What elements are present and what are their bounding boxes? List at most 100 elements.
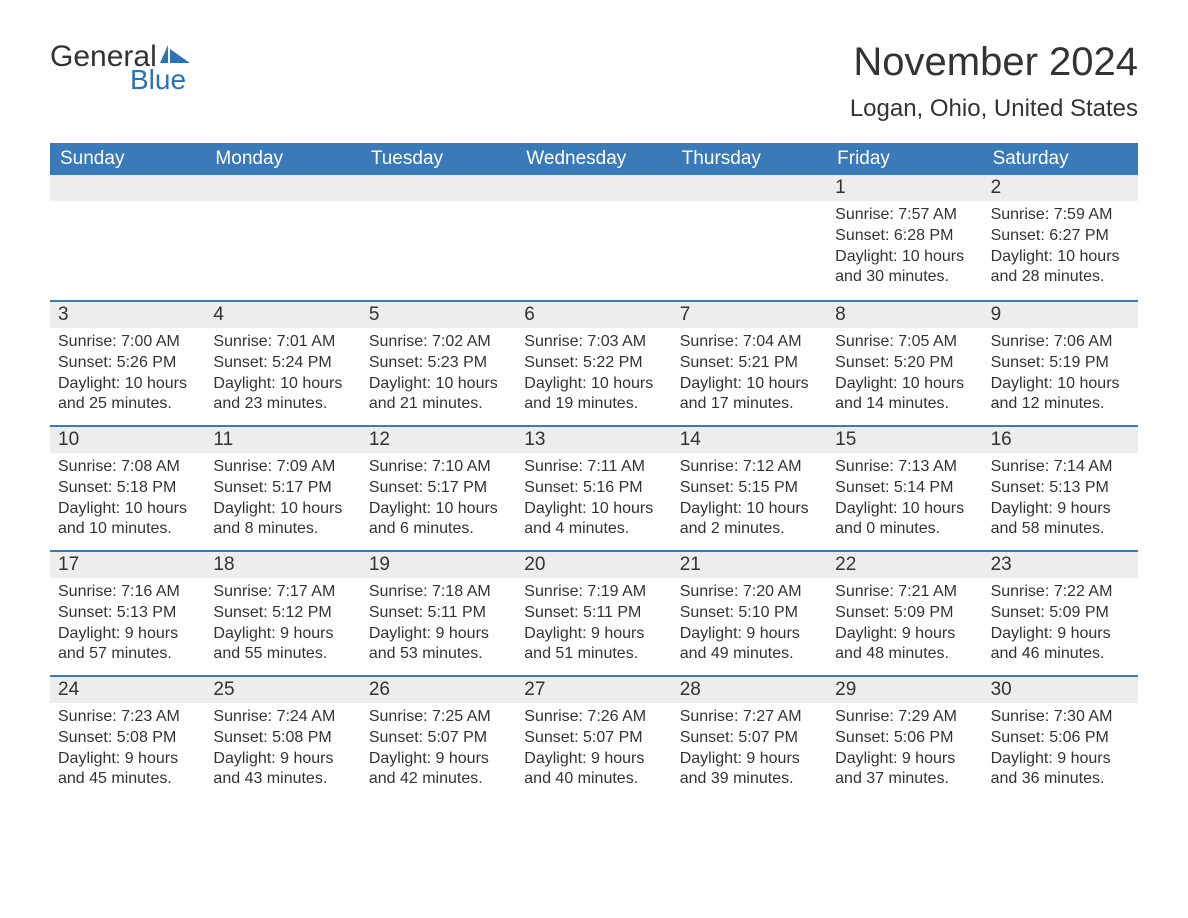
day-cell: 11Sunrise: 7:09 AMSunset: 5:17 PMDayligh… — [205, 427, 360, 550]
day-number: 8 — [827, 302, 982, 328]
day-cell: 14Sunrise: 7:12 AMSunset: 5:15 PMDayligh… — [672, 427, 827, 550]
day-header-friday: Friday — [827, 143, 982, 175]
day-number: 24 — [50, 677, 205, 703]
day-content: Sunrise: 7:05 AMSunset: 5:20 PMDaylight:… — [827, 328, 982, 419]
day-number — [205, 175, 360, 201]
day-sunset: Sunset: 5:15 PM — [680, 478, 819, 499]
day-sunset: Sunset: 5:07 PM — [524, 728, 663, 749]
day-daylight2: and 19 minutes. — [524, 394, 663, 415]
day-number: 22 — [827, 552, 982, 578]
day-number: 29 — [827, 677, 982, 703]
day-sunset: Sunset: 5:14 PM — [835, 478, 974, 499]
day-daylight1: Daylight: 9 hours — [213, 624, 352, 645]
week-row: 24Sunrise: 7:23 AMSunset: 5:08 PMDayligh… — [50, 675, 1138, 800]
day-number: 6 — [516, 302, 671, 328]
day-content: Sunrise: 7:10 AMSunset: 5:17 PMDaylight:… — [361, 453, 516, 544]
day-number: 1 — [827, 175, 982, 201]
day-sunrise: Sunrise: 7:04 AM — [680, 332, 819, 353]
day-daylight2: and 0 minutes. — [835, 519, 974, 540]
day-daylight2: and 23 minutes. — [213, 394, 352, 415]
day-cell: 16Sunrise: 7:14 AMSunset: 5:13 PMDayligh… — [983, 427, 1138, 550]
day-header-saturday: Saturday — [983, 143, 1138, 175]
day-sunset: Sunset: 5:22 PM — [524, 353, 663, 374]
day-content: Sunrise: 7:13 AMSunset: 5:14 PMDaylight:… — [827, 453, 982, 544]
day-header-monday: Monday — [205, 143, 360, 175]
day-daylight1: Daylight: 10 hours — [835, 499, 974, 520]
month-title: November 2024 — [850, 40, 1138, 85]
day-number — [672, 175, 827, 201]
day-sunset: Sunset: 5:26 PM — [58, 353, 197, 374]
day-sunrise: Sunrise: 7:03 AM — [524, 332, 663, 353]
day-number: 17 — [50, 552, 205, 578]
day-sunrise: Sunrise: 7:09 AM — [213, 457, 352, 478]
day-cell: 10Sunrise: 7:08 AMSunset: 5:18 PMDayligh… — [50, 427, 205, 550]
day-daylight1: Daylight: 10 hours — [680, 374, 819, 395]
day-daylight1: Daylight: 9 hours — [213, 749, 352, 770]
day-sunrise: Sunrise: 7:02 AM — [369, 332, 508, 353]
day-daylight2: and 43 minutes. — [213, 769, 352, 790]
day-daylight1: Daylight: 9 hours — [369, 749, 508, 770]
day-daylight1: Daylight: 10 hours — [58, 374, 197, 395]
day-cell: 17Sunrise: 7:16 AMSunset: 5:13 PMDayligh… — [50, 552, 205, 675]
day-sunset: Sunset: 5:08 PM — [58, 728, 197, 749]
day-content: Sunrise: 7:20 AMSunset: 5:10 PMDaylight:… — [672, 578, 827, 669]
day-daylight2: and 30 minutes. — [835, 267, 974, 288]
day-sunset: Sunset: 5:11 PM — [524, 603, 663, 624]
day-daylight2: and 14 minutes. — [835, 394, 974, 415]
day-daylight2: and 42 minutes. — [369, 769, 508, 790]
day-sunrise: Sunrise: 7:23 AM — [58, 707, 197, 728]
day-number: 7 — [672, 302, 827, 328]
day-sunset: Sunset: 5:17 PM — [369, 478, 508, 499]
day-sunrise: Sunrise: 7:10 AM — [369, 457, 508, 478]
day-sunrise: Sunrise: 7:24 AM — [213, 707, 352, 728]
day-daylight1: Daylight: 9 hours — [524, 749, 663, 770]
day-daylight2: and 57 minutes. — [58, 644, 197, 665]
day-cell: 29Sunrise: 7:29 AMSunset: 5:06 PMDayligh… — [827, 677, 982, 800]
day-cell: 21Sunrise: 7:20 AMSunset: 5:10 PMDayligh… — [672, 552, 827, 675]
day-sunrise: Sunrise: 7:12 AM — [680, 457, 819, 478]
day-daylight2: and 49 minutes. — [680, 644, 819, 665]
day-sunrise: Sunrise: 7:57 AM — [835, 205, 974, 226]
day-sunrise: Sunrise: 7:21 AM — [835, 582, 974, 603]
day-daylight1: Daylight: 9 hours — [991, 624, 1130, 645]
day-sunset: Sunset: 6:27 PM — [991, 226, 1130, 247]
day-cell: 8Sunrise: 7:05 AMSunset: 5:20 PMDaylight… — [827, 302, 982, 425]
page-header: General Blue November 2024 Logan, Ohio, … — [50, 40, 1138, 123]
day-number — [50, 175, 205, 201]
day-daylight1: Daylight: 10 hours — [369, 374, 508, 395]
day-sunset: Sunset: 5:13 PM — [991, 478, 1130, 499]
day-cell: 27Sunrise: 7:26 AMSunset: 5:07 PMDayligh… — [516, 677, 671, 800]
day-sunset: Sunset: 5:20 PM — [835, 353, 974, 374]
day-number: 26 — [361, 677, 516, 703]
day-content: Sunrise: 7:01 AMSunset: 5:24 PMDaylight:… — [205, 328, 360, 419]
day-content: Sunrise: 7:29 AMSunset: 5:06 PMDaylight:… — [827, 703, 982, 794]
day-daylight1: Daylight: 10 hours — [58, 499, 197, 520]
day-cell: 2Sunrise: 7:59 AMSunset: 6:27 PMDaylight… — [983, 175, 1138, 300]
day-content: Sunrise: 7:14 AMSunset: 5:13 PMDaylight:… — [983, 453, 1138, 544]
day-daylight2: and 39 minutes. — [680, 769, 819, 790]
logo: General Blue — [50, 40, 192, 96]
week-row: 1Sunrise: 7:57 AMSunset: 6:28 PMDaylight… — [50, 175, 1138, 300]
day-daylight2: and 12 minutes. — [991, 394, 1130, 415]
calendar: Sunday Monday Tuesday Wednesday Thursday… — [50, 143, 1138, 800]
day-sunset: Sunset: 5:07 PM — [680, 728, 819, 749]
day-daylight2: and 37 minutes. — [835, 769, 974, 790]
day-cell: 23Sunrise: 7:22 AMSunset: 5:09 PMDayligh… — [983, 552, 1138, 675]
day-content: Sunrise: 7:25 AMSunset: 5:07 PMDaylight:… — [361, 703, 516, 794]
day-daylight1: Daylight: 9 hours — [58, 749, 197, 770]
day-daylight2: and 48 minutes. — [835, 644, 974, 665]
day-sunrise: Sunrise: 7:05 AM — [835, 332, 974, 353]
day-daylight2: and 45 minutes. — [58, 769, 197, 790]
day-number: 23 — [983, 552, 1138, 578]
day-cell: 15Sunrise: 7:13 AMSunset: 5:14 PMDayligh… — [827, 427, 982, 550]
day-sunset: Sunset: 5:09 PM — [991, 603, 1130, 624]
day-cell — [361, 175, 516, 300]
day-sunrise: Sunrise: 7:26 AM — [524, 707, 663, 728]
day-cell — [516, 175, 671, 300]
day-daylight2: and 51 minutes. — [524, 644, 663, 665]
day-content: Sunrise: 7:23 AMSunset: 5:08 PMDaylight:… — [50, 703, 205, 794]
day-sunset: Sunset: 5:10 PM — [680, 603, 819, 624]
day-sunset: Sunset: 5:06 PM — [991, 728, 1130, 749]
day-number: 18 — [205, 552, 360, 578]
day-sunset: Sunset: 5:21 PM — [680, 353, 819, 374]
